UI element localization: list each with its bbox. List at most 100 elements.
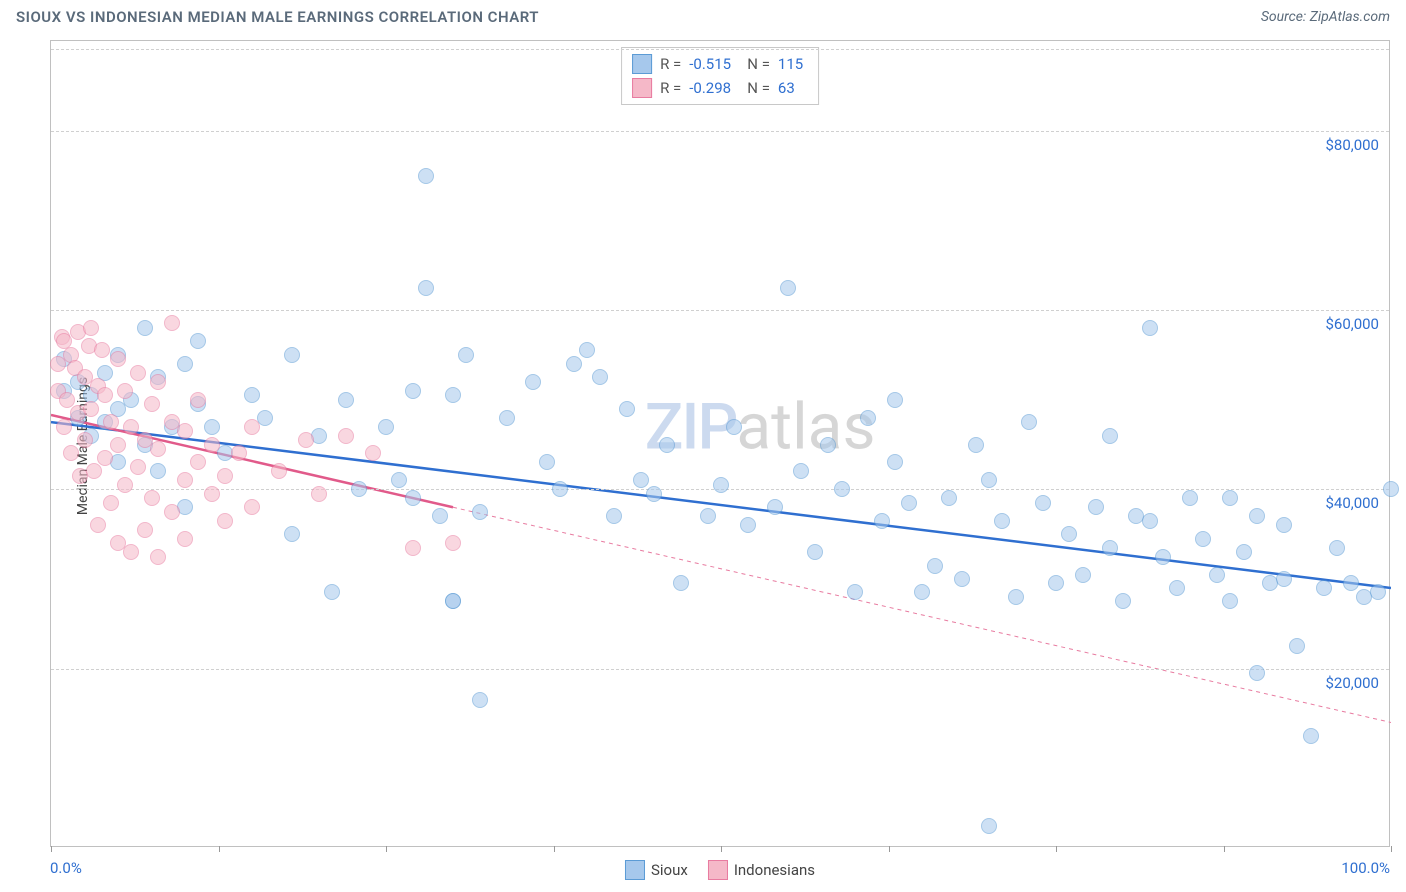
watermark-zip: ZIP xyxy=(645,390,737,465)
data-point xyxy=(1102,540,1118,556)
stat-n-value: 63 xyxy=(778,79,808,97)
data-point xyxy=(887,392,903,408)
data-point xyxy=(117,477,133,493)
data-point xyxy=(1115,593,1131,609)
data-point xyxy=(1155,549,1171,565)
data-point xyxy=(1222,490,1238,506)
source-attribution: Source: ZipAtlas.com xyxy=(1261,9,1390,25)
data-point xyxy=(981,818,997,834)
data-point xyxy=(927,558,943,574)
data-point xyxy=(150,549,166,565)
data-point xyxy=(1209,567,1225,583)
data-point xyxy=(700,508,716,524)
data-point xyxy=(1142,320,1158,336)
data-point xyxy=(1088,499,1104,515)
data-point xyxy=(271,463,287,479)
data-point xyxy=(418,168,434,184)
data-point xyxy=(190,333,206,349)
data-point xyxy=(472,692,488,708)
data-point xyxy=(458,347,474,363)
data-point xyxy=(954,571,970,587)
data-point xyxy=(499,410,515,426)
data-point xyxy=(901,495,917,511)
data-point xyxy=(284,526,300,542)
data-point xyxy=(86,463,102,479)
stat-n-label: N = xyxy=(747,79,770,97)
data-point xyxy=(941,490,957,506)
data-point xyxy=(807,544,823,560)
data-point xyxy=(257,410,273,426)
stats-legend: R =-0.515N =115R =-0.298N =63 xyxy=(621,47,819,105)
y-tick-label: $40,000 xyxy=(1325,494,1379,512)
data-point xyxy=(914,584,930,600)
data-point xyxy=(780,280,796,296)
data-point xyxy=(418,280,434,296)
data-point xyxy=(351,481,367,497)
data-point xyxy=(445,387,461,403)
data-point xyxy=(874,513,890,529)
chart-title: SIOUX VS INDONESIAN MEDIAN MALE EARNINGS… xyxy=(16,8,539,26)
data-point xyxy=(646,486,662,502)
gridline xyxy=(51,669,1389,670)
data-point xyxy=(164,315,180,331)
gridline xyxy=(51,131,1389,132)
data-point xyxy=(204,419,220,435)
data-point xyxy=(244,419,260,435)
stat-n-value: 115 xyxy=(778,55,808,73)
data-point xyxy=(204,437,220,453)
data-point xyxy=(56,419,72,435)
data-point xyxy=(1021,414,1037,430)
data-point xyxy=(110,437,126,453)
data-point xyxy=(177,531,193,547)
data-point xyxy=(311,486,327,502)
data-point xyxy=(405,383,421,399)
data-point xyxy=(59,392,75,408)
data-point xyxy=(130,459,146,475)
series-legend-label: Sioux xyxy=(651,861,688,879)
data-point xyxy=(217,513,233,529)
data-point xyxy=(1383,481,1399,497)
series-legend: Sioux Indonesians xyxy=(625,860,815,880)
data-point xyxy=(1142,513,1158,529)
watermark-atlas: atlas xyxy=(736,390,875,465)
data-point xyxy=(63,445,79,461)
data-point xyxy=(633,472,649,488)
data-point xyxy=(472,504,488,520)
series-legend-item: Sioux xyxy=(625,860,688,880)
data-point xyxy=(713,477,729,493)
stat-n-label: N = xyxy=(747,55,770,73)
data-point xyxy=(391,472,407,488)
data-point xyxy=(123,419,139,435)
data-point xyxy=(137,320,153,336)
gridline xyxy=(51,49,1389,50)
data-point xyxy=(525,374,541,390)
data-point xyxy=(338,428,354,444)
data-point xyxy=(994,513,1010,529)
legend-swatch xyxy=(632,54,652,74)
data-point xyxy=(130,365,146,381)
series-legend-label: Indonesians xyxy=(734,861,815,879)
data-point xyxy=(137,522,153,538)
data-point xyxy=(150,463,166,479)
data-point xyxy=(1276,517,1292,533)
data-point xyxy=(150,441,166,457)
data-point xyxy=(834,481,850,497)
data-point xyxy=(284,347,300,363)
data-point xyxy=(177,472,193,488)
data-point xyxy=(606,508,622,524)
x-axis-min-label: 0.0% xyxy=(50,859,82,877)
data-point xyxy=(117,383,133,399)
data-point xyxy=(1222,593,1238,609)
data-point xyxy=(83,320,99,336)
data-point xyxy=(432,508,448,524)
data-point xyxy=(83,401,99,417)
data-point xyxy=(1195,531,1211,547)
data-point xyxy=(1075,567,1091,583)
data-point xyxy=(123,544,139,560)
data-point xyxy=(177,423,193,439)
legend-swatch xyxy=(632,78,652,98)
stat-r-value: -0.515 xyxy=(689,55,739,73)
data-point xyxy=(365,445,381,461)
data-point xyxy=(579,342,595,358)
data-point xyxy=(405,490,421,506)
